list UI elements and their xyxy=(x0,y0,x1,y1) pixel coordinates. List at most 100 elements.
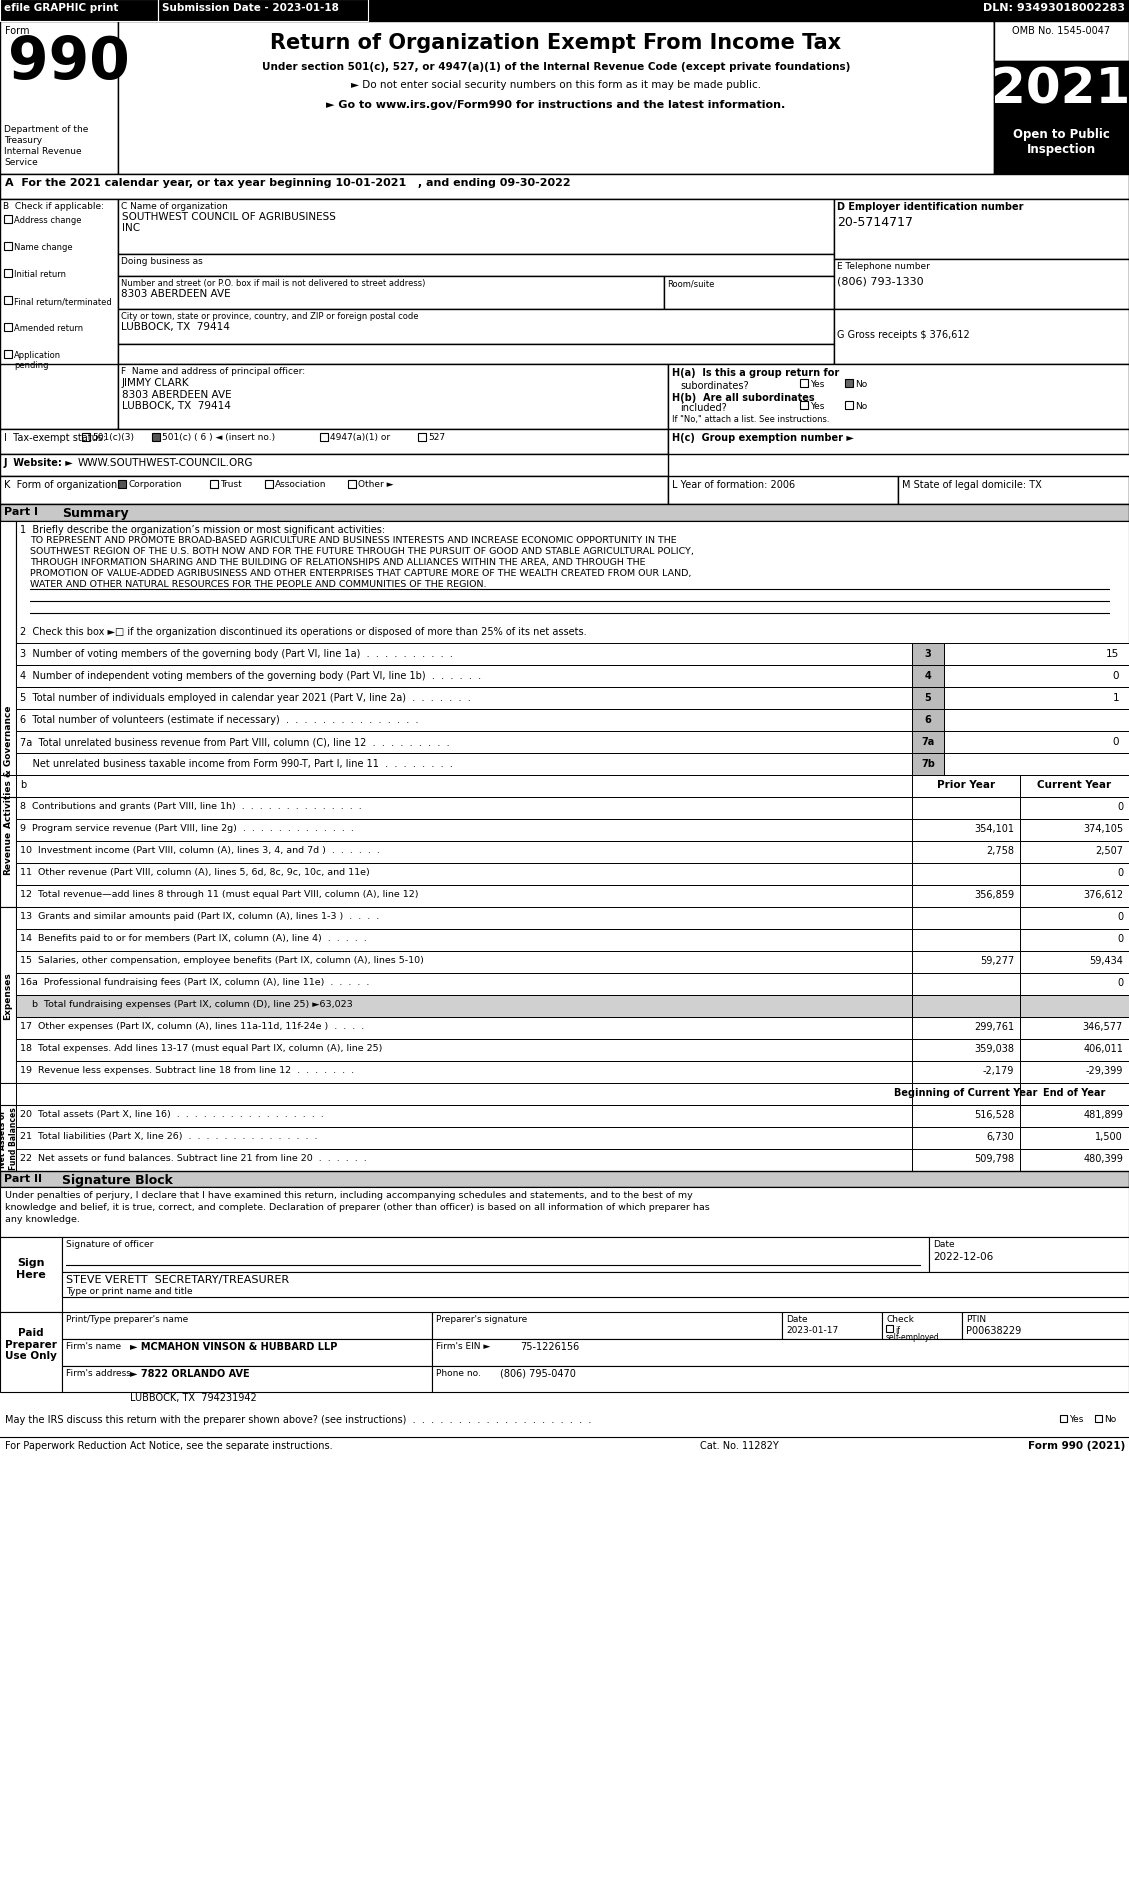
Text: Number and street (or P.O. box if mail is not delivered to street address): Number and street (or P.O. box if mail i… xyxy=(121,279,426,288)
Bar xyxy=(912,1039,1019,1061)
Bar xyxy=(16,886,912,907)
Bar xyxy=(0,504,1129,521)
Text: b: b xyxy=(20,779,26,790)
Text: Treasury: Treasury xyxy=(5,136,42,145)
Text: Initial return: Initial return xyxy=(14,269,65,279)
Bar xyxy=(912,1061,1019,1084)
Bar xyxy=(16,644,912,666)
Bar xyxy=(912,644,944,666)
Text: Phone no.: Phone no. xyxy=(436,1368,481,1378)
Bar xyxy=(16,1105,912,1127)
Text: Application: Application xyxy=(14,350,61,359)
Text: 0: 0 xyxy=(1117,911,1123,922)
Bar xyxy=(16,710,912,732)
Text: 3  Number of voting members of the governing body (Part VI, line 1a)  .  .  .  .: 3 Number of voting members of the govern… xyxy=(20,649,453,659)
Text: 480,399: 480,399 xyxy=(1083,1154,1123,1163)
Text: A  For the 2021 calendar year, or tax year beginning 10-01-2021   , and ending 0: A For the 2021 calendar year, or tax yea… xyxy=(5,179,570,188)
Bar xyxy=(1095,1415,1102,1423)
Text: 1: 1 xyxy=(1112,693,1119,702)
Bar xyxy=(912,1150,1019,1171)
Bar xyxy=(119,254,834,277)
Text: 5  Total number of individuals employed in calendar year 2021 (Part V, line 2a) : 5 Total number of individuals employed i… xyxy=(20,693,471,702)
Bar xyxy=(0,455,668,476)
Text: Check: Check xyxy=(886,1314,913,1323)
Text: 9  Program service revenue (Part VIII, line 2g)  .  .  .  .  .  .  .  .  .  .  .: 9 Program service revenue (Part VIII, li… xyxy=(20,824,353,832)
Text: Association: Association xyxy=(275,480,326,489)
Text: knowledge and belief, it is true, correct, and complete. Declaration of preparer: knowledge and belief, it is true, correc… xyxy=(5,1203,710,1212)
Text: 2023-01-17: 2023-01-17 xyxy=(786,1325,838,1334)
Text: included?: included? xyxy=(680,403,727,412)
Text: 6  Total number of volunteers (estimate if necessary)  .  .  .  .  .  .  .  .  .: 6 Total number of volunteers (estimate i… xyxy=(20,715,419,725)
Text: Preparer's signature: Preparer's signature xyxy=(436,1314,527,1323)
Bar xyxy=(664,277,834,311)
Text: 4947(a)(1) or: 4947(a)(1) or xyxy=(330,433,391,442)
Bar xyxy=(1019,1084,1129,1105)
Text: D Employer identification number: D Employer identification number xyxy=(837,201,1024,213)
Bar xyxy=(912,1018,1019,1039)
Bar xyxy=(16,907,912,930)
Bar xyxy=(210,480,218,489)
Bar xyxy=(5,216,12,224)
Text: DLN: 93493018002283: DLN: 93493018002283 xyxy=(983,4,1124,13)
Bar xyxy=(432,1366,1129,1393)
Text: 481,899: 481,899 xyxy=(1083,1108,1123,1120)
Text: 0: 0 xyxy=(1117,933,1123,943)
Bar xyxy=(1019,775,1129,798)
Text: Expenses: Expenses xyxy=(3,971,12,1020)
Text: 501(c) ( 6 ) ◄ (insert no.): 501(c) ( 6 ) ◄ (insert no.) xyxy=(161,433,275,442)
Text: Amended return: Amended return xyxy=(14,324,84,333)
Text: efile GRAPHIC print: efile GRAPHIC print xyxy=(5,4,119,13)
Bar xyxy=(0,775,16,798)
Text: G Gross receipts $ 376,612: G Gross receipts $ 376,612 xyxy=(837,329,970,341)
Bar xyxy=(0,798,16,907)
Bar xyxy=(844,380,854,388)
Bar xyxy=(16,732,912,753)
Text: 8303 ABERDEEN AVE: 8303 ABERDEEN AVE xyxy=(121,288,230,299)
Bar xyxy=(16,1061,912,1084)
Text: K  Form of organization:: K Form of organization: xyxy=(5,480,121,489)
Bar xyxy=(912,973,1019,996)
Text: 14  Benefits paid to or for members (Part IX, column (A), line 4)  .  .  .  .  .: 14 Benefits paid to or for members (Part… xyxy=(20,933,367,943)
Text: WATER AND OTHER NATURAL RESOURCES FOR THE PEOPLE AND COMMUNITIES OF THE REGION.: WATER AND OTHER NATURAL RESOURCES FOR TH… xyxy=(30,580,487,589)
Text: 0: 0 xyxy=(1117,802,1123,811)
Bar xyxy=(1019,864,1129,886)
Bar xyxy=(0,0,1129,23)
Text: 10  Investment income (Part VIII, column (A), lines 3, 4, and 7d )  .  .  .  .  : 10 Investment income (Part VIII, column … xyxy=(20,845,379,854)
Text: LUBBOCK, TX  794231942: LUBBOCK, TX 794231942 xyxy=(130,1393,256,1402)
Text: 2  Check this box ►□ if the organization discontinued its operations or disposed: 2 Check this box ►□ if the organization … xyxy=(20,627,587,636)
Bar xyxy=(62,1272,1129,1297)
Text: any knowledge.: any knowledge. xyxy=(5,1214,80,1223)
Text: Beginning of Current Year: Beginning of Current Year xyxy=(894,1088,1038,1097)
Text: Open to Public
Inspection: Open to Public Inspection xyxy=(1013,128,1110,156)
Text: 2021: 2021 xyxy=(991,66,1129,113)
Text: Return of Organization Exempt From Income Tax: Return of Organization Exempt From Incom… xyxy=(271,34,841,53)
Bar xyxy=(119,344,834,365)
Text: LUBBOCK, TX  79414: LUBBOCK, TX 79414 xyxy=(122,401,230,410)
Text: Address change: Address change xyxy=(14,216,81,224)
Bar xyxy=(994,122,1129,175)
Bar xyxy=(0,521,16,1011)
Bar xyxy=(994,23,1129,175)
Text: Service: Service xyxy=(5,158,37,167)
Text: PROMOTION OF VALUE-ADDED AGRIBUSINESS AND OTHER ENTERPRISES THAT CAPTURE MORE OF: PROMOTION OF VALUE-ADDED AGRIBUSINESS AN… xyxy=(30,568,691,578)
Bar xyxy=(800,401,808,410)
Bar xyxy=(320,433,329,442)
Bar xyxy=(432,1312,782,1340)
Text: 17  Other expenses (Part IX, column (A), lines 11a-11d, 11f-24e )  .  .  .  .: 17 Other expenses (Part IX, column (A), … xyxy=(20,1022,365,1031)
Bar xyxy=(800,380,808,388)
Bar xyxy=(0,23,119,175)
Text: Print/Type preparer's name: Print/Type preparer's name xyxy=(65,1314,189,1323)
Text: 20-5714717: 20-5714717 xyxy=(837,216,913,230)
Bar xyxy=(1019,1061,1129,1084)
Text: 990: 990 xyxy=(8,34,130,90)
Text: No: No xyxy=(1104,1413,1117,1423)
Text: Name change: Name change xyxy=(14,243,72,252)
Bar xyxy=(782,1312,882,1340)
Text: WWW.SOUTHWEST-COUNCIL.ORG: WWW.SOUTHWEST-COUNCIL.ORG xyxy=(78,457,254,469)
Text: LUBBOCK, TX  79414: LUBBOCK, TX 79414 xyxy=(121,322,230,331)
Text: Corporation: Corporation xyxy=(128,480,182,489)
Text: self-employed: self-employed xyxy=(886,1332,939,1342)
Bar xyxy=(0,429,668,455)
Text: 4  Number of independent voting members of the governing body (Part VI, line 1b): 4 Number of independent voting members o… xyxy=(20,670,481,681)
Text: No: No xyxy=(855,380,867,390)
